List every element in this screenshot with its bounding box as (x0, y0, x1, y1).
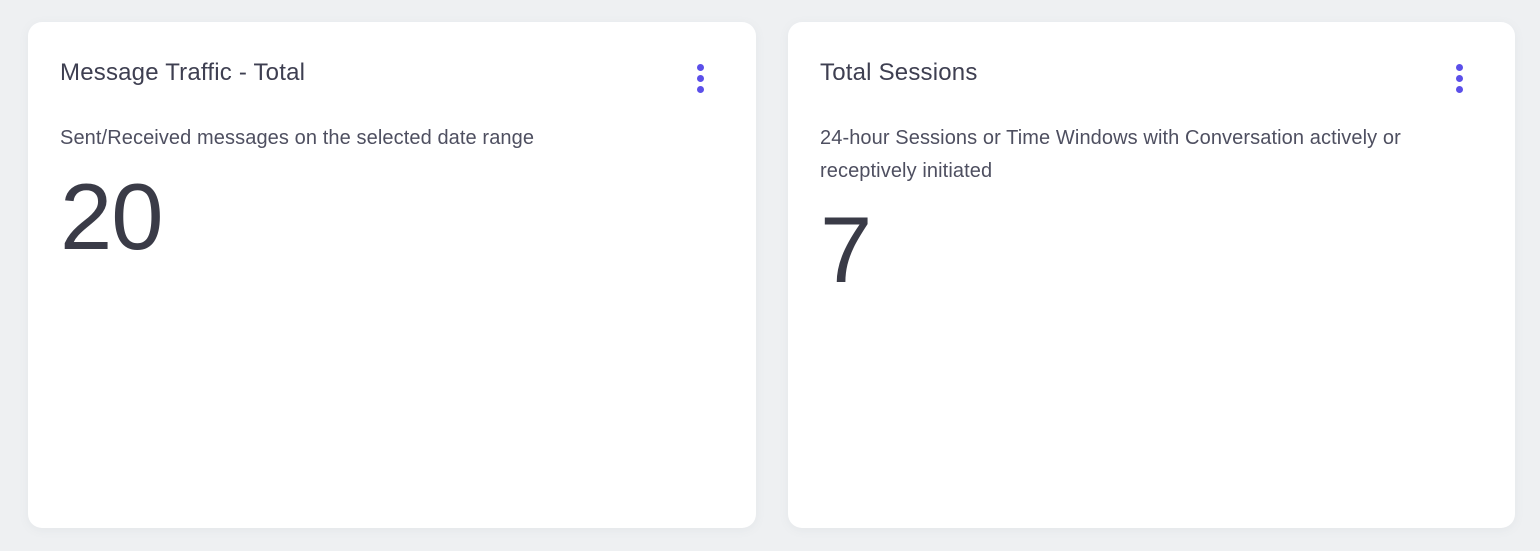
card-title: Message Traffic - Total (60, 59, 306, 86)
card-menu-button[interactable] (676, 58, 724, 98)
stat-card-message-traffic: Message Traffic - Total Sent/Received me… (28, 22, 756, 528)
card-description: Sent/Received messages on the selected d… (60, 127, 535, 149)
kebab-dot (1455, 74, 1463, 82)
kebab-dot (1455, 85, 1463, 93)
card-value: 20 (60, 164, 164, 269)
kebab-dot (696, 85, 704, 93)
card-header: Total Sessions (820, 56, 1483, 98)
card-menu-button[interactable] (1435, 58, 1483, 98)
kebab-dot (696, 74, 704, 82)
card-title: Total Sessions (820, 59, 978, 86)
kebab-menu-icon (1455, 63, 1463, 93)
stat-card-total-sessions: Total Sessions 24-hour Sessions or Time … (788, 22, 1515, 528)
kebab-dot (696, 63, 704, 71)
kebab-dot (1455, 63, 1463, 71)
card-description: 24-hour Sessions or Time Windows with Co… (820, 127, 1401, 182)
card-header: Message Traffic - Total (60, 56, 724, 98)
kebab-menu-icon (696, 63, 704, 93)
card-value: 7 (820, 197, 872, 302)
